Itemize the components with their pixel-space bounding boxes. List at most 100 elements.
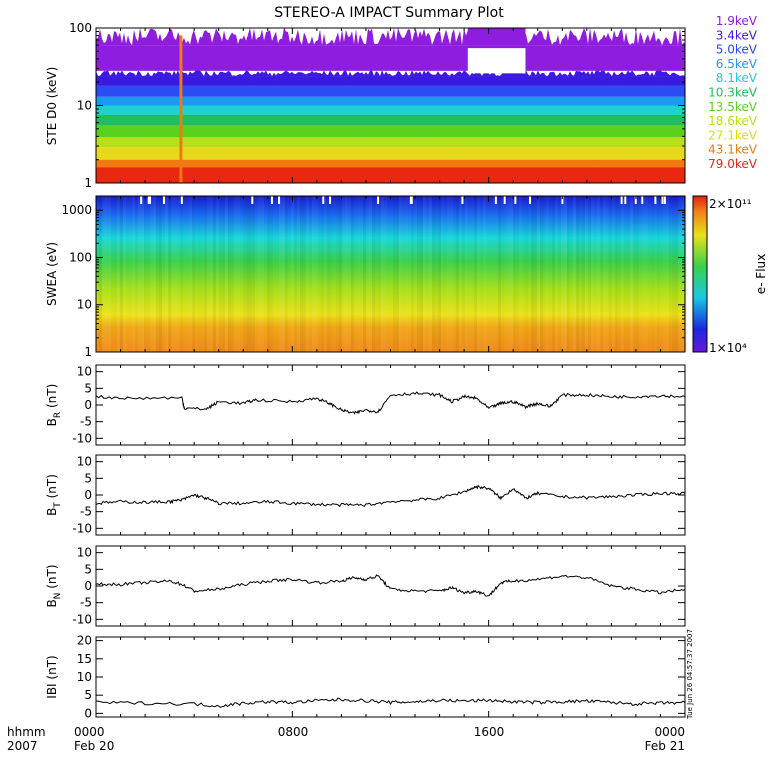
- swea-column-texture: [267, 196, 270, 352]
- swea-gap-marker: [409, 196, 412, 204]
- swea-column-texture: [252, 196, 255, 352]
- swea-column-texture: [618, 196, 621, 352]
- swea-column-texture: [261, 196, 264, 352]
- y-tick-label: 1000: [61, 203, 92, 217]
- swea-column-texture: [642, 196, 645, 352]
- swea-column-texture: [441, 196, 444, 352]
- y-tick-label: 10: [77, 365, 92, 379]
- swea-column-texture: [117, 196, 120, 352]
- swea-column-texture: [99, 196, 102, 352]
- swea-column-texture: [663, 196, 666, 352]
- footer-year-label: 2007: [7, 739, 38, 753]
- swea-column-texture: [228, 196, 231, 352]
- swea-column-texture: [258, 196, 261, 352]
- swea-gap-marker: [654, 196, 657, 204]
- swea-column-texture: [615, 196, 618, 352]
- y-tick-label: 10: [77, 298, 92, 312]
- ste-enhancement: [467, 28, 526, 46]
- swea-column-texture: [426, 196, 429, 352]
- footer-hhmm-label: hhmm: [7, 725, 46, 739]
- swea-gap-marker: [162, 196, 165, 204]
- footer-time-2: 1600: [474, 725, 505, 739]
- swea-column-texture: [471, 196, 474, 352]
- ste-energy-band: [96, 114, 685, 126]
- swea-column-texture: [525, 196, 528, 352]
- swea-gap-marker: [251, 196, 254, 204]
- energy-legend-entry: 27.1keV: [708, 128, 758, 142]
- ste-panel: 1 10 100 STE D0 (keV) 1.9keV3.4keV5.0keV6.…: [45, 14, 758, 190]
- swea-column-texture: [213, 196, 216, 352]
- footer-date-end: Feb 21: [645, 739, 685, 753]
- swea-column-texture: [309, 196, 312, 352]
- energy-legend-entry: 10.3keV: [708, 86, 758, 100]
- swea-column-texture: [204, 196, 207, 352]
- y-tick-label: 0: [84, 488, 92, 502]
- swea-column-texture: [609, 196, 612, 352]
- y-tick-label: 10: [77, 546, 92, 560]
- swea-column-texture: [105, 196, 108, 352]
- swea-column-texture: [216, 196, 219, 352]
- swea-column-texture: [492, 196, 495, 352]
- swea-column-texture: [561, 196, 564, 352]
- y-tick-label: -5: [80, 596, 92, 610]
- panel-bmag: 0 5 10 15 20 IBI (nT): [45, 634, 686, 720]
- swea-gap-marker: [641, 196, 644, 204]
- bmag-frame: [95, 636, 686, 718]
- swea-column-texture: [627, 196, 630, 352]
- swea-column-texture: [297, 196, 300, 352]
- swea-column-texture: [147, 196, 150, 352]
- swea-column-texture: [135, 196, 138, 352]
- swea-column-texture: [393, 196, 396, 352]
- footer-time-1: 0800: [278, 725, 309, 739]
- swea-column-texture: [405, 196, 408, 352]
- swea-column-texture: [159, 196, 162, 352]
- swea-column-texture: [156, 196, 159, 352]
- swea-column-texture: [591, 196, 594, 352]
- swea-gap-marker: [494, 196, 497, 204]
- y-tick-label: -10: [72, 612, 92, 626]
- ste-energy-band: [96, 125, 685, 138]
- br-trace: [95, 391, 686, 415]
- swea-column-texture: [489, 196, 492, 352]
- swea-column-texture: [678, 196, 681, 352]
- ste-energy-band: [96, 147, 685, 160]
- y-tick-label: 0: [84, 398, 92, 412]
- swea-column-texture: [102, 196, 105, 352]
- swea-column-texture: [552, 196, 555, 352]
- swea-column-texture: [324, 196, 327, 352]
- swea-column-texture: [132, 196, 135, 352]
- swea-column-texture: [363, 196, 366, 352]
- swea-column-texture: [399, 196, 402, 352]
- swea-column-texture: [150, 196, 153, 352]
- swea-column-texture: [255, 196, 258, 352]
- y-tick-label: 10: [77, 670, 92, 684]
- y-tick-label: -10: [72, 431, 92, 445]
- energy-legend-entry: 5.0keV: [716, 43, 758, 57]
- swea-column-texture: [378, 196, 381, 352]
- footer-time-0: 0000: [74, 725, 105, 739]
- swea-column-texture: [486, 196, 489, 352]
- swea-column-texture: [111, 196, 114, 352]
- swea-gap-marker: [140, 196, 143, 204]
- energy-legend-entry: 13.5keV: [708, 100, 758, 114]
- swea-panel: 1 10 100 1000 SWEA (eV) 2×10¹¹ 1×10⁴ e- Flu…: [45, 195, 768, 359]
- swea-column-texture: [573, 196, 576, 352]
- swea-gap-marker: [634, 196, 637, 204]
- swea-column-texture: [621, 196, 624, 352]
- swea-gap-marker: [377, 196, 380, 204]
- swea-column-texture: [480, 196, 483, 352]
- swea-column-texture: [120, 196, 123, 352]
- energy-legend-entry: 8.1keV: [716, 71, 758, 85]
- swea-column-texture: [333, 196, 336, 352]
- swea-column-texture: [675, 196, 678, 352]
- swea-gap-marker: [329, 196, 332, 204]
- swea-column-texture: [372, 196, 375, 352]
- swea-column-texture: [171, 196, 174, 352]
- swea-column-texture: [600, 196, 603, 352]
- ste-energy-band: [96, 105, 685, 115]
- swea-column-texture: [234, 196, 237, 352]
- energy-legend-entry: 18.6keV: [708, 114, 758, 128]
- swea-column-texture: [531, 196, 534, 352]
- y-tick-label: 5: [84, 471, 92, 485]
